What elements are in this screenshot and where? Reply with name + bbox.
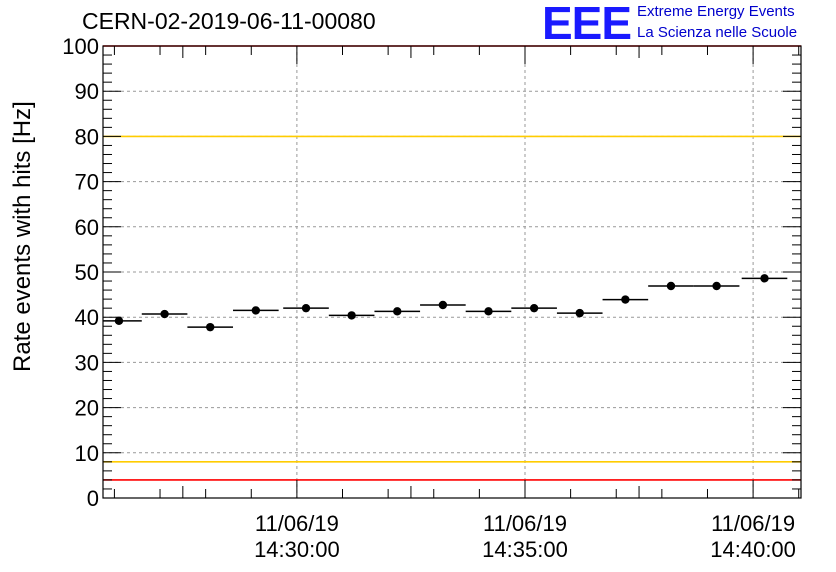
point-marker [301, 303, 311, 313]
x-tick-date: 11/06/19 [483, 511, 567, 536]
data-point [283, 303, 329, 313]
y-tick-label: 30 [75, 350, 99, 375]
x-tick-date: 11/06/19 [255, 511, 339, 536]
data-point [465, 307, 512, 316]
logo-line-2: La Scienza nelle Scuole [637, 24, 798, 41]
point-marker [529, 303, 539, 313]
y-tick-label: 100 [62, 34, 99, 59]
data-point [103, 316, 142, 326]
point-marker [206, 322, 215, 332]
point-marker [666, 281, 676, 291]
data-points [103, 274, 788, 332]
y-tick-label: 90 [75, 79, 99, 104]
data-point [141, 309, 188, 319]
point-marker [575, 308, 584, 318]
data-point [187, 322, 234, 332]
data-point [233, 306, 279, 315]
y-tick-label: 20 [75, 396, 99, 421]
y-tick-labels: 0 10 20 30 40 50 60 70 80 90 100 [62, 34, 99, 511]
point-marker [393, 307, 402, 316]
data-point [556, 308, 603, 318]
y-tick-label: 40 [75, 305, 99, 330]
y-tick-label: 80 [75, 124, 99, 149]
y-tick-label: 50 [75, 260, 99, 285]
x-tick-time: 14:30:00 [254, 537, 340, 562]
grid [103, 46, 801, 498]
x-tick-date: 11/06/19 [711, 511, 795, 536]
y-tick-label: 10 [75, 441, 99, 466]
data-point [741, 274, 788, 283]
data-point [693, 281, 740, 291]
y-tick-label: 70 [75, 170, 99, 195]
data-point [420, 300, 466, 310]
y-tick-label: 0 [87, 486, 99, 511]
point-marker [484, 307, 493, 316]
limit-lines [103, 45, 801, 481]
data-point [511, 303, 557, 313]
y-axis-label: Rate events with hits [Hz] [9, 101, 36, 372]
axis-ticks [103, 45, 801, 499]
chart-title: CERN-02-2019-06-11-00080 [82, 8, 376, 34]
y-tick-label: 60 [75, 215, 99, 240]
x-tick-labels: 11/06/1914:30:0011/06/1914:35:0011/06/19… [254, 511, 796, 562]
point-marker [160, 309, 169, 319]
point-marker [712, 281, 721, 291]
data-point [374, 307, 421, 316]
logo-line-1: Extreme Energy Events [637, 3, 795, 20]
data-point [648, 281, 694, 291]
data-point [328, 311, 375, 320]
x-tick-time: 14:40:00 [710, 537, 796, 562]
point-marker [621, 295, 630, 304]
point-marker [347, 311, 356, 320]
point-marker [438, 300, 448, 310]
point-marker [760, 274, 769, 283]
data-point [602, 295, 649, 304]
eee-logo: EEE [542, 0, 632, 49]
point-marker [251, 306, 261, 315]
point-marker [114, 316, 124, 326]
x-tick-time: 14:35:00 [482, 537, 568, 562]
